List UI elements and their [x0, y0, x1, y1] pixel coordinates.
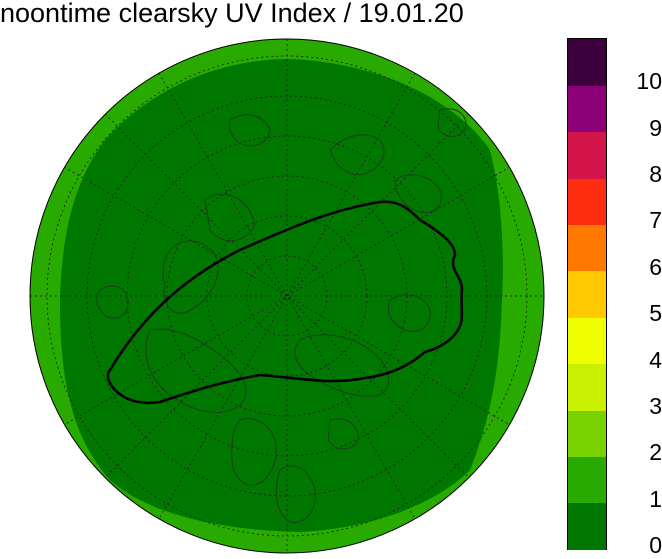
- legend-label-6: 6: [649, 253, 662, 280]
- legend-swatch-4: [568, 317, 606, 365]
- legend-label-8: 8: [649, 161, 662, 188]
- map-title: noontime clearsky UV Index / 19.01.20: [0, 0, 464, 28]
- legend-swatch-5: [568, 270, 606, 318]
- legend-label-7: 7: [649, 207, 662, 234]
- legend-swatch-7: [568, 178, 606, 226]
- legend-swatch-2: [568, 409, 606, 457]
- legend-label-3: 3: [649, 392, 662, 419]
- legend-swatch-9: [568, 85, 606, 133]
- legend-label-0: 0: [649, 532, 662, 558]
- coastlines: [96, 108, 467, 523]
- legend-label-5: 5: [649, 300, 662, 327]
- legend-swatch-3: [568, 363, 606, 411]
- legend-label-1: 1: [649, 485, 662, 512]
- legend-label-10: 10: [636, 68, 662, 95]
- legend-swatch-10: [568, 39, 606, 86]
- legend-label-4: 4: [649, 346, 662, 373]
- legend-label-9: 9: [649, 114, 662, 141]
- legend-swatch-6: [568, 224, 606, 272]
- uv-contour-line: [106, 200, 464, 405]
- map-border: [29, 38, 545, 554]
- legend-swatch-1: [568, 456, 606, 504]
- legend-swatch-0: [568, 502, 606, 550]
- legend-label-2: 2: [649, 439, 662, 466]
- colorbar-legend: [567, 38, 607, 550]
- inner-uv-zone: [60, 59, 503, 532]
- legend-swatch-8: [568, 131, 606, 179]
